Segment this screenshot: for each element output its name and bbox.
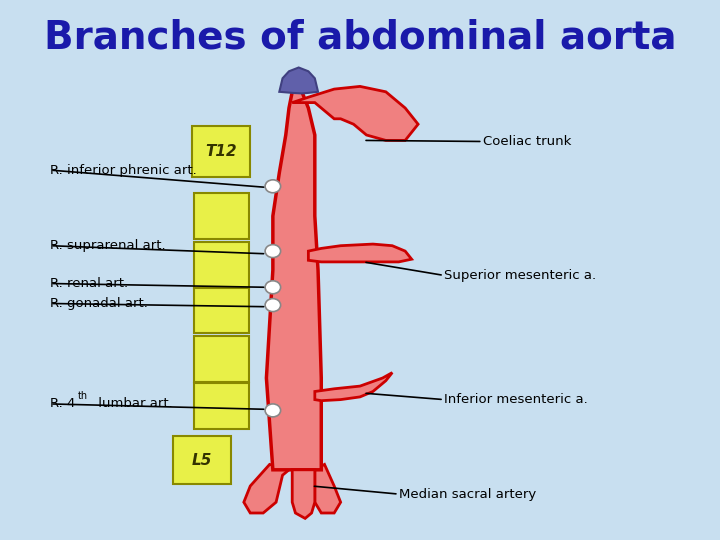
Text: Superior mesenteric a.: Superior mesenteric a. [444,269,596,282]
Polygon shape [292,470,315,518]
Polygon shape [315,373,392,401]
FancyBboxPatch shape [194,383,248,429]
Polygon shape [308,244,412,262]
FancyBboxPatch shape [194,241,248,287]
Text: Inferior mesenteric a.: Inferior mesenteric a. [444,393,588,406]
Text: th: th [78,391,88,401]
Circle shape [265,404,281,417]
FancyBboxPatch shape [194,193,248,239]
Text: L5: L5 [192,453,212,468]
Polygon shape [266,92,321,470]
FancyBboxPatch shape [194,287,248,333]
Text: R. gonadal art.: R. gonadal art. [50,297,148,310]
Text: R. 4: R. 4 [50,397,76,410]
Text: Branches of abdominal aorta: Branches of abdominal aorta [44,19,676,57]
Circle shape [265,180,281,193]
Polygon shape [279,68,318,93]
Text: Coeliac trunk: Coeliac trunk [482,135,571,148]
Text: Median sacral artery: Median sacral artery [399,488,536,501]
FancyBboxPatch shape [192,126,251,177]
Circle shape [265,299,281,312]
Text: R. inferior phrenic art.: R. inferior phrenic art. [50,164,197,177]
FancyBboxPatch shape [173,436,231,484]
Polygon shape [292,86,418,140]
Text: T12: T12 [205,144,237,159]
Text: R. suprarenal art.: R. suprarenal art. [50,239,166,252]
Text: R. renal art.: R. renal art. [50,277,128,290]
Polygon shape [244,464,289,513]
Circle shape [265,281,281,294]
Circle shape [265,245,281,258]
FancyBboxPatch shape [194,336,248,382]
Text: lumbar art.: lumbar art. [94,397,173,410]
Polygon shape [315,464,341,513]
